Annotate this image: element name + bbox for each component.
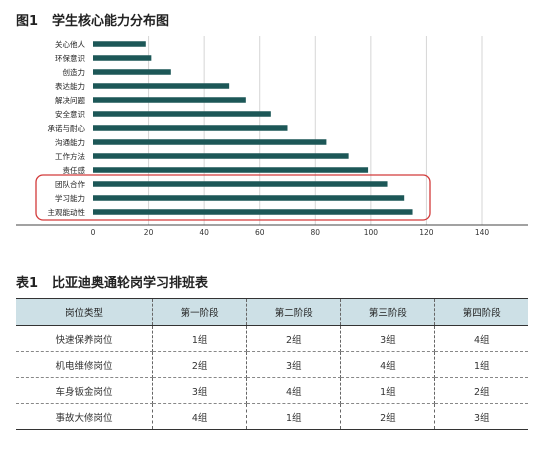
category-label: 主观能动性 — [48, 207, 86, 217]
category-label: 安全意识 — [55, 109, 85, 119]
table-cell: 1组 — [246, 403, 342, 430]
table-row: 车身钣金岗位 3组 4组 1组 2组 — [16, 377, 528, 404]
category-label: 创造力 — [63, 67, 86, 77]
bar — [93, 41, 146, 47]
category-label: 工作方法 — [55, 151, 85, 161]
category-label: 关心他人 — [55, 39, 85, 49]
table-header-row: 岗位类型 第一阶段 第二阶段 第三阶段 第四阶段 — [16, 298, 528, 326]
table-cell: 1组 — [340, 377, 436, 404]
bar — [93, 111, 271, 117]
x-tick-label: 120 — [419, 228, 434, 237]
category-label: 团队合作 — [55, 179, 85, 189]
table-cell: 事故大修岗位 — [16, 403, 154, 430]
category-label: 承诺与耐心 — [48, 123, 86, 133]
figure-number: 图1 — [16, 14, 39, 29]
category-label: 环保意识 — [55, 53, 85, 63]
table-cell: 4组 — [152, 403, 248, 430]
table-cell: 4组 — [340, 351, 436, 378]
x-tick-label: 80 — [311, 228, 321, 237]
table-cell: 3组 — [434, 403, 528, 430]
header-cell: 岗位类型 — [16, 298, 154, 326]
bar — [93, 97, 246, 103]
table-cell: 3组 — [340, 325, 436, 352]
table-cell: 快速保养岗位 — [16, 325, 154, 352]
bar — [93, 69, 171, 75]
category-label: 沟通能力 — [55, 137, 85, 147]
header-cell: 第四阶段 — [434, 298, 528, 326]
category-label: 学习能力 — [55, 193, 85, 203]
table-cell: 3组 — [152, 377, 248, 404]
category-label: 解决问题 — [55, 95, 85, 105]
table-row: 快速保养岗位 1组 2组 3组 4组 — [16, 325, 528, 352]
table-cell: 1组 — [434, 351, 528, 378]
table-cell: 2组 — [434, 377, 528, 404]
table-number: 表1 — [16, 276, 39, 291]
x-tick-label: 0 — [91, 228, 96, 237]
table-cell: 车身钣金岗位 — [16, 377, 154, 404]
figure-title: 图1 学生核心能力分布图 — [16, 10, 169, 29]
table-row: 机电维修岗位 2组 3组 4组 1组 — [16, 351, 528, 378]
bar — [93, 83, 230, 89]
x-tick-label: 40 — [199, 228, 209, 237]
rotation-schedule-table: 岗位类型 第一阶段 第二阶段 第三阶段 第四阶段 快速保养岗位 1组 2组 3组… — [16, 298, 528, 430]
bar — [93, 55, 152, 61]
highlight-box — [35, 174, 431, 221]
x-tick-label: 140 — [475, 228, 490, 237]
table-row: 事故大修岗位 4组 1组 2组 3组 — [16, 403, 528, 430]
bar — [93, 153, 349, 159]
bar — [93, 181, 388, 187]
header-cell: 第三阶段 — [340, 298, 436, 326]
bar — [93, 139, 327, 145]
x-tick-label: 60 — [255, 228, 265, 237]
bar — [93, 167, 369, 173]
header-cell: 第二阶段 — [246, 298, 342, 326]
table-cell: 2组 — [340, 403, 436, 430]
bar — [93, 195, 405, 201]
table-title-text: 比亚迪奥通轮岗学习排班表 — [52, 276, 209, 291]
table-cell: 3组 — [246, 351, 342, 378]
table-cell: 1组 — [152, 325, 248, 352]
figure-title-text: 学生核心能力分布图 — [52, 14, 170, 29]
category-label: 表达能力 — [55, 81, 85, 91]
x-tick-label: 20 — [144, 228, 154, 237]
ability-bar-chart: 关心他人环保意识创造力表达能力解决问题安全意识承诺与耐心沟通能力工作方法责任感团… — [16, 36, 528, 237]
bar — [93, 209, 413, 215]
bar — [93, 125, 288, 131]
table-cell: 4组 — [434, 325, 528, 352]
table-title: 表1 比亚迪奥通轮岗学习排班表 — [16, 272, 208, 291]
table-cell: 机电维修岗位 — [16, 351, 154, 378]
table-cell: 4组 — [246, 377, 342, 404]
table-cell: 2组 — [152, 351, 248, 378]
category-label: 责任感 — [63, 165, 86, 175]
x-tick-label: 100 — [364, 228, 379, 237]
table-cell: 2组 — [246, 325, 342, 352]
header-cell: 第一阶段 — [152, 298, 248, 326]
